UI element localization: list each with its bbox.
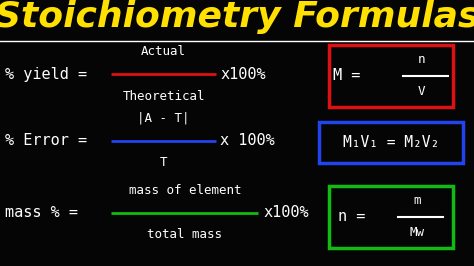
- Bar: [329, 45, 453, 107]
- Text: T: T: [160, 156, 167, 169]
- Text: % yield =: % yield =: [5, 67, 87, 82]
- Text: total mass: total mass: [147, 228, 222, 241]
- Text: |A - T|: |A - T|: [137, 112, 190, 125]
- Text: mass % =: mass % =: [5, 205, 78, 220]
- Text: Actual: Actual: [141, 45, 186, 58]
- Bar: [329, 186, 453, 248]
- Text: x 100%: x 100%: [220, 134, 275, 148]
- Text: Mw: Mw: [410, 226, 425, 239]
- Text: Theoretical: Theoretical: [122, 90, 205, 103]
- Text: % Error =: % Error =: [5, 134, 87, 148]
- Text: m: m: [413, 194, 421, 207]
- Text: x100%: x100%: [220, 67, 266, 82]
- Text: V: V: [418, 85, 426, 98]
- Text: M =: M =: [333, 68, 360, 83]
- Text: mass of element: mass of element: [128, 184, 241, 197]
- Text: Stoichiometry Formulas: Stoichiometry Formulas: [0, 0, 474, 34]
- Text: x100%: x100%: [263, 205, 309, 220]
- Bar: [319, 122, 464, 163]
- Text: n: n: [418, 53, 426, 66]
- Text: n =: n =: [337, 209, 365, 224]
- Text: M₁V₁ = M₂V₂: M₁V₁ = M₂V₂: [343, 135, 439, 150]
